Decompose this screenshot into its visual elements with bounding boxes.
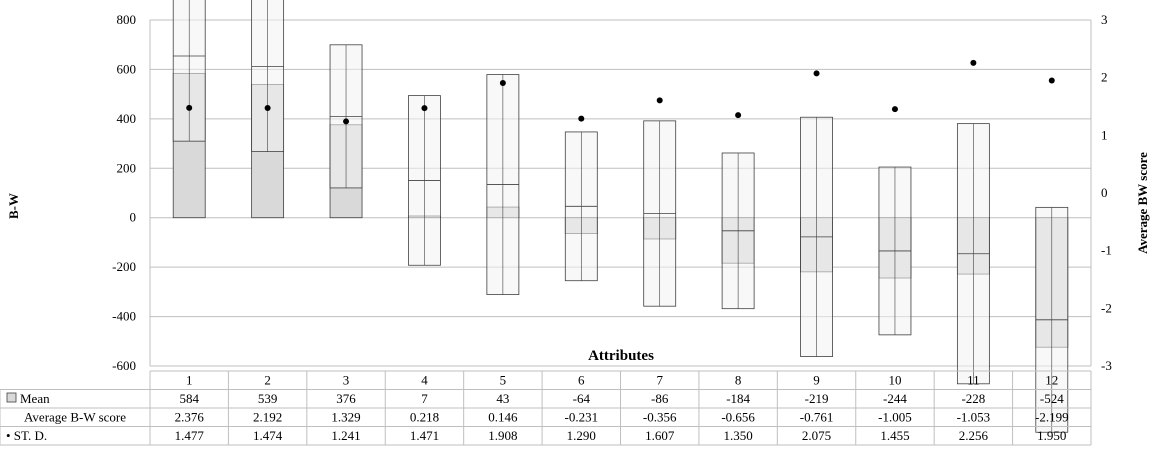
y-tick-label: 600 xyxy=(117,61,137,76)
table-cell: 0.146 xyxy=(488,410,518,425)
sd-boxes xyxy=(172,0,1069,433)
y-tick-label: 0 xyxy=(130,210,137,225)
sd-marker xyxy=(1048,77,1055,84)
table-cell: 1.329 xyxy=(331,410,360,425)
table-cell: 376 xyxy=(336,391,356,406)
y2-tick-label: 0 xyxy=(1101,185,1108,200)
sd-marker xyxy=(186,104,193,111)
table-header-cell: 4 xyxy=(421,373,428,388)
y-tick-label: -200 xyxy=(112,259,136,274)
table-cell: 1.471 xyxy=(410,428,439,443)
y2-tick-label: -1 xyxy=(1101,243,1112,258)
gridlines xyxy=(150,19,1091,367)
table-cell: -86 xyxy=(651,391,669,406)
table-header-cell: 3 xyxy=(343,373,350,388)
table-cell: 1.908 xyxy=(488,428,517,443)
table-cell: 1.241 xyxy=(331,428,360,443)
table-header-cell: 6 xyxy=(578,373,585,388)
mean-bars xyxy=(172,72,1069,348)
table-cell: -219 xyxy=(805,391,829,406)
table-cell: 1.950 xyxy=(1037,428,1066,443)
table-cell: 7 xyxy=(421,391,428,406)
sd-marker xyxy=(891,106,898,113)
table-cell: -0.761 xyxy=(800,410,834,425)
y-tick-label: 800 xyxy=(117,12,137,27)
y-tick-label: 200 xyxy=(117,160,137,175)
table-header-cell: 11 xyxy=(967,373,980,388)
table-row-label: Average B-W score xyxy=(24,410,126,425)
y2-tick-label: 2 xyxy=(1101,70,1108,85)
legend-swatch xyxy=(6,392,17,403)
y-axis-label: B-W xyxy=(6,193,21,219)
y2-axis-label: Average BW score xyxy=(1135,152,1150,254)
table-header-cell: 10 xyxy=(888,373,901,388)
table-row-label: Mean xyxy=(20,391,50,406)
axes: 800 600 400 200 0 -200 -400 -600 3 2 1 0 -1 -2 -3 xyxy=(112,12,1112,373)
table-cell: 584 xyxy=(179,391,199,406)
sd-markers xyxy=(186,59,1055,125)
table-header-cell: 8 xyxy=(735,373,742,388)
y2-tick-label: 3 xyxy=(1101,12,1108,27)
y-tick-label: -600 xyxy=(112,358,136,373)
sd-marker xyxy=(343,118,350,125)
table-header-cell: 9 xyxy=(813,373,820,388)
table-header-cell: 12 xyxy=(1045,373,1058,388)
sd-marker xyxy=(578,115,585,122)
table-cell: -1.053 xyxy=(957,410,991,425)
x-axis-label: Attributes xyxy=(588,348,654,364)
sd-marker xyxy=(421,105,428,112)
table-header-cell: 5 xyxy=(500,373,507,388)
sd-marker xyxy=(264,104,271,111)
table-cell: -0.656 xyxy=(721,410,755,425)
table-cell: -0.356 xyxy=(643,410,677,425)
sd-marker xyxy=(656,97,663,104)
y2-tick-label: 1 xyxy=(1101,127,1108,142)
table-row-label: • ST. D. xyxy=(6,428,47,443)
table-cell: 1.474 xyxy=(253,428,283,443)
table-cell: 43 xyxy=(496,391,509,406)
table-cell: 1.350 xyxy=(724,428,753,443)
table-cell: 1.455 xyxy=(880,428,909,443)
table-cell: 539 xyxy=(258,391,278,406)
sd-marker xyxy=(813,70,820,77)
table-cell: -228 xyxy=(961,391,985,406)
table-cell: 2.075 xyxy=(802,428,831,443)
table-header-cell: 7 xyxy=(656,373,663,388)
table-header-cell: 2 xyxy=(264,373,271,388)
table-cell: -2.199 xyxy=(1035,410,1069,425)
y-tick-label: 400 xyxy=(117,111,137,126)
table-cell: 1.477 xyxy=(175,428,205,443)
table-cell: 1.290 xyxy=(567,428,596,443)
y-tick-label: -400 xyxy=(112,309,136,324)
table-cell: -244 xyxy=(883,391,907,406)
sd-marker xyxy=(499,79,506,86)
table-cell: -64 xyxy=(573,391,591,406)
sd-marker xyxy=(735,112,742,119)
y2-tick-label: -3 xyxy=(1101,358,1112,373)
table-cell: 0.218 xyxy=(410,410,439,425)
table-cell: 2.256 xyxy=(959,428,989,443)
table-cell: -184 xyxy=(726,391,750,406)
table-cell: -524 xyxy=(1040,391,1064,406)
table-cell: -1.005 xyxy=(878,410,912,425)
table-header-cell: 1 xyxy=(186,373,193,388)
sd-marker xyxy=(970,59,977,66)
table-cell: 2.192 xyxy=(253,410,282,425)
table-cell: -0.231 xyxy=(564,410,598,425)
table-cell: 2.376 xyxy=(175,410,205,425)
y2-tick-label: -2 xyxy=(1101,300,1112,315)
table-cell: 1.607 xyxy=(645,428,675,443)
